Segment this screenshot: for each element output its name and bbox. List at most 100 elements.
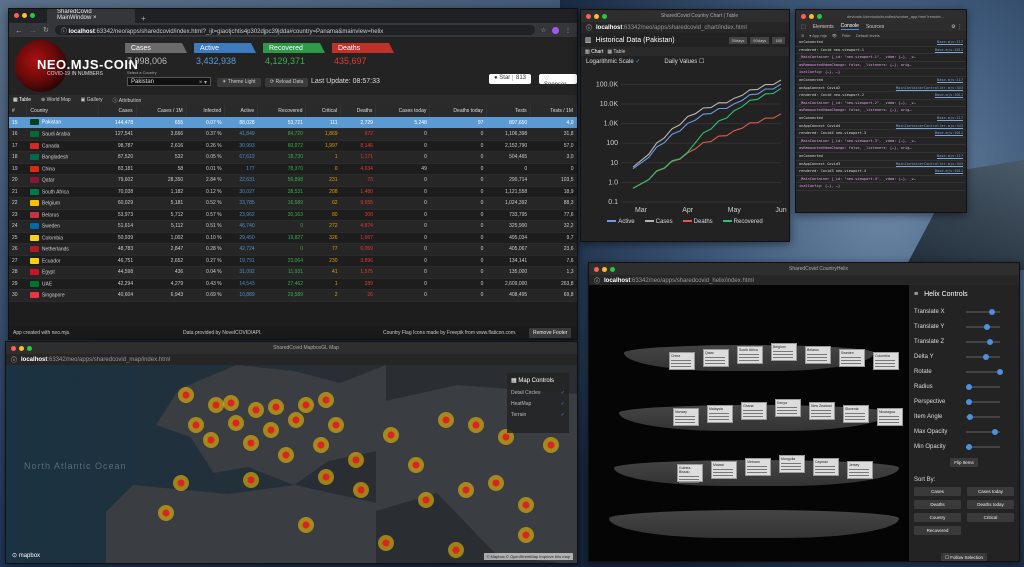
close-tab-icon[interactable]: × — [93, 15, 97, 21]
country-card[interactable]: Nicaragua — [877, 408, 903, 426]
tab-gallery[interactable]: ▣ Gallery — [80, 97, 103, 103]
profile-avatar[interactable] — [552, 26, 559, 34]
console-message[interactable]: Base.mjs:1011 rendered: Covid4 neo-viewpo… — [796, 130, 966, 138]
sponsor-button[interactable]: ♡ Sponsor — [539, 74, 577, 88]
slider-handle[interactable] — [966, 398, 973, 405]
toggle-terrain[interactable]: Terrain ✓ — [511, 412, 565, 418]
case-circle[interactable] — [182, 391, 190, 399]
country-card[interactable]: New Zealand — [809, 402, 835, 420]
inspect-icon[interactable]: ⬚ — [801, 23, 806, 30]
legend-item[interactable]: Recovered — [722, 219, 763, 225]
case-circle[interactable] — [412, 461, 420, 469]
country-card[interactable]: Vietnam — [745, 458, 771, 476]
theme-light-button[interactable]: ☀ Theme Light — [217, 78, 261, 87]
case-circle[interactable] — [292, 416, 300, 424]
console-message[interactable]: Base.mjs:1011 rendered: Covid neo-viewpor… — [796, 92, 966, 100]
slider-handle[interactable] — [997, 368, 1003, 375]
menu-icon[interactable]: ≡ — [914, 290, 919, 298]
slider-track[interactable] — [966, 368, 1003, 375]
slider-track[interactable] — [966, 353, 1000, 360]
column-header[interactable]: Country — [26, 105, 100, 117]
case-circle[interactable] — [302, 401, 310, 409]
tab-world-map[interactable]: ⊕ World Map — [40, 97, 71, 103]
column-header[interactable]: Infected — [186, 105, 226, 117]
close-dot-icon[interactable] — [801, 13, 806, 19]
country-card[interactable]: Mongolia — [779, 455, 805, 473]
case-circle[interactable] — [232, 419, 240, 427]
legend-item[interactable]: Deaths — [682, 219, 713, 225]
tab-chart[interactable]: ▥ Chart — [585, 48, 604, 55]
case-circle[interactable] — [192, 421, 200, 429]
new-tab-icon[interactable]: + — [141, 14, 146, 23]
country-card[interactable]: Malaysia — [707, 405, 733, 423]
minimize-dot-icon[interactable] — [19, 345, 24, 351]
table-row[interactable]: 27 Ecuador 46,751 2,652 0.27 % 19,791 23,064 23… — [9, 255, 577, 267]
case-circle[interactable] — [302, 521, 310, 529]
country-card[interactable]: Slovenia — [843, 405, 869, 423]
console-message[interactable]: Base.mjs:1011 rendered: Covid3 neo-viewpo… — [796, 168, 966, 176]
chart-url-bar[interactable]: ⓘ localhost:63342/neo/apps/sharedcovid_ch… — [581, 22, 789, 33]
case-circle[interactable] — [162, 509, 170, 517]
forward-icon[interactable]: → — [29, 25, 37, 35]
slider-track[interactable] — [966, 323, 1000, 330]
console-message[interactable]: Base.mjs:117 onConnected — [796, 153, 966, 161]
slider-track[interactable] — [966, 338, 1000, 345]
console-message[interactable]: MainContainerController.mjs:343 onAppConn… — [796, 161, 966, 169]
clear-console-icon[interactable]: ⊘ — [801, 32, 805, 38]
country-card[interactable]: Malawi — [711, 461, 737, 479]
console-source-link[interactable]: Base.mjs:1011 — [934, 47, 963, 52]
table-row[interactable]: 28 Egypt 44,598 436 0.04 % 31,092 11,931 41 1,57… — [9, 266, 577, 279]
console-message[interactable]: asRemountedVdomChange: false, _listeners… — [796, 145, 966, 153]
case-circle[interactable] — [387, 431, 395, 439]
table-row[interactable]: 15 Pakistan 144,478 655 0.07 % 88,028 53,721 11… — [9, 117, 577, 129]
url-field[interactable]: ⓘ localhost:63342/neo/apps/sharedcovid/i… — [54, 25, 535, 35]
column-header[interactable]: Cases / 1M — [136, 105, 187, 117]
console-message[interactable]: _MainContainer {_id: "neo-viewport-2", _… — [796, 100, 966, 108]
slider-track[interactable] — [966, 383, 1000, 390]
column-header[interactable]: Cases today — [375, 105, 431, 117]
map-attribution[interactable]: © Mapbox © OpenStreetMap Improve this ma… — [483, 553, 573, 560]
slider-track[interactable] — [965, 443, 1000, 450]
console-message[interactable]: MainContainerController.mjs:343 onAppConn… — [796, 123, 966, 131]
range-30-button[interactable]: 30days — [728, 36, 748, 44]
case-circle[interactable] — [272, 403, 280, 411]
case-circle[interactable] — [322, 396, 330, 404]
sort-button[interactable]: Cases — [914, 487, 961, 496]
console-source-link[interactable]: Base.mjs:1011 — [934, 93, 963, 98]
slider-handle[interactable] — [967, 413, 974, 420]
close-dot-icon[interactable] — [11, 345, 16, 351]
footer-created-with[interactable]: App created with neo.mjs. — [13, 329, 71, 336]
case-circle[interactable] — [267, 426, 275, 434]
console-message[interactable]: _MainContainer {_id: "neo-viewport-3", _… — [796, 138, 966, 146]
tab-sources[interactable]: Sources — [865, 23, 885, 30]
country-card[interactable]: China — [669, 352, 695, 370]
console-message[interactable]: asRemountedVdomChange: false, _listeners… — [796, 107, 966, 115]
table-row[interactable]: 19 China 83,181 58 0.01 % 177 78,370 0 4,634 49 0 0… — [9, 163, 577, 175]
zoom-dot-icon[interactable] — [27, 345, 32, 351]
legend-item[interactable]: Active — [607, 219, 635, 225]
case-circle[interactable] — [442, 416, 450, 424]
console-source-link[interactable]: Base.mjs:117 — [937, 115, 963, 120]
case-circle[interactable] — [452, 546, 460, 554]
daily-values-checkbox[interactable]: Daily Values ☐ — [664, 58, 704, 65]
console-message[interactable]: inalConfig: {…}, …} — [796, 69, 966, 77]
close-dot-icon[interactable] — [586, 13, 591, 19]
case-circle[interactable] — [317, 441, 325, 449]
minimize-dot-icon[interactable] — [594, 13, 599, 19]
table-row[interactable]: 25 Colombia 50,939 1,002 0.10 % 29,450 19,827 3… — [9, 232, 577, 244]
table-row[interactable]: 16 Saudi Arabia 127,541 3,666 0.37 % 41,849 84… — [9, 128, 577, 141]
remove-footer-button[interactable]: Remove Footer — [529, 327, 572, 338]
country-select[interactable]: Pakistan × ▾ — [127, 77, 211, 86]
case-circle[interactable] — [357, 486, 365, 494]
case-circle[interactable] — [547, 441, 555, 449]
series-line-cases[interactable] — [632, 79, 782, 168]
reload-data-button[interactable]: ⟳ Reload Data — [265, 78, 309, 87]
table-row[interactable]: 21 South Africa 70,038 1,182 0.12 % 30,027 38,… — [9, 186, 577, 198]
country-card[interactable]: Guinea-Bissau — [677, 464, 703, 483]
github-star-button[interactable]: ● Star 813 — [489, 74, 531, 84]
toggle-detail-circles[interactable]: Detail Circles ✓ — [511, 390, 565, 396]
column-header[interactable]: Tests — [486, 105, 531, 117]
browser-tab[interactable]: SharedCovid MainWindow × — [47, 9, 135, 23]
minimize-dot-icon[interactable] — [809, 13, 814, 19]
country-card[interactable]: Jersey — [847, 461, 873, 479]
